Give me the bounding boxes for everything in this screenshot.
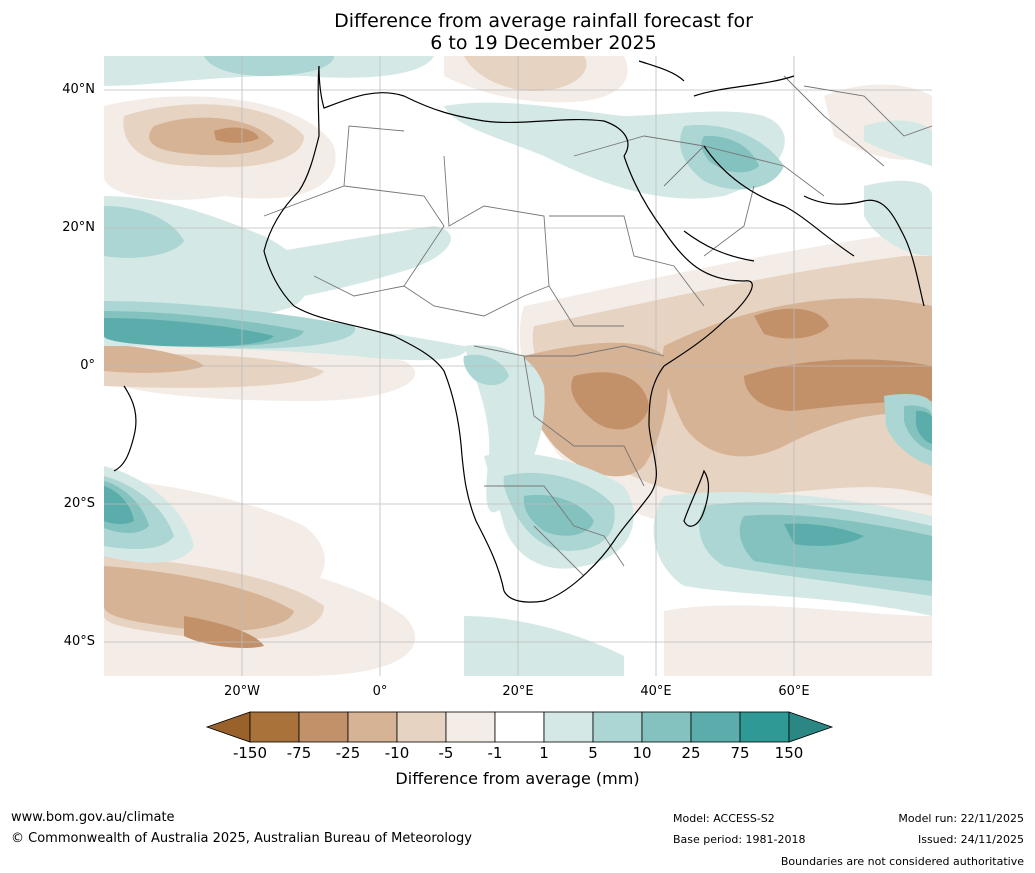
title-line-1: Difference from average rainfall forecas… [334,10,753,32]
colorbar-segment [690,711,741,743]
lon-label-20w: 20°W [224,684,260,699]
colorbar-tick-label: 10 [632,744,652,762]
colorbar-segment [739,711,790,743]
footer-model: Model: ACCESS-S2 [673,812,775,825]
footer-model-run: Model run: 22/11/2025 [898,812,1024,825]
colorbar-tick-label: -5 [438,744,454,762]
map-title: Difference from average rainfall forecas… [0,10,1035,54]
lat-label-equator: 0° [80,358,95,373]
colorbar-segment [592,711,643,743]
wet-very-strong-areas [104,318,932,546]
lat-label-40n: 40°N [62,82,95,97]
colorbar-under-triangle [205,711,251,743]
colorbar-segment [298,711,349,743]
colorbar-tick-label: 5 [588,744,598,762]
colorbar-over-triangle [788,711,834,743]
colorbar-tick-label: -1 [487,744,503,762]
colorbar-tick-label: 1 [539,744,549,762]
colorbar-tick-label: -150 [232,744,268,762]
rainfall-anomaly-map [104,56,932,676]
colorbar-segment [445,711,496,743]
colorbar-segment [641,711,692,743]
lon-label-40e: 40°E [640,684,672,699]
footer-disclaimer: Boundaries are not considered authoritat… [780,855,1024,868]
country-borders [263,75,932,577]
lat-label-20n: 20°N [62,220,95,235]
colorbar-tick-label: 150 [774,744,804,762]
colorbar [205,711,834,743]
colorbar-segment [249,711,300,743]
footer-website[interactable]: www.bom.gov.au/climate [11,810,175,825]
map-area [104,56,932,676]
lon-label-60e: 60°E [778,684,810,699]
colorbar-tick-label: 25 [681,744,701,762]
footer-copyright: © Commonwealth of Australia 2025, Austra… [11,831,472,846]
lat-label-20s: 20°S [63,496,95,511]
title-line-2: 6 to 19 December 2025 [430,32,657,54]
colorbar-segment [396,711,447,743]
lon-label-20e: 20°E [502,684,534,699]
colorbar-segment [543,711,594,743]
footer-issued: Issued: 24/11/2025 [917,833,1024,846]
colorbar-title: Difference from average (mm) [395,769,640,788]
colorbar-tick-label: -75 [286,744,312,762]
colorbar-segment [347,711,398,743]
footer-base-period: Base period: 1981-2018 [673,833,806,846]
graticule [104,56,932,676]
colorbar-tick-label: -25 [335,744,361,762]
lat-label-40s: 40°S [63,634,95,649]
colorbar-tick-label: 75 [730,744,750,762]
colorbar-segment [494,711,545,743]
lon-label-0: 0° [372,684,388,699]
colorbar-tick-label: -10 [384,744,410,762]
coastlines [113,60,925,603]
